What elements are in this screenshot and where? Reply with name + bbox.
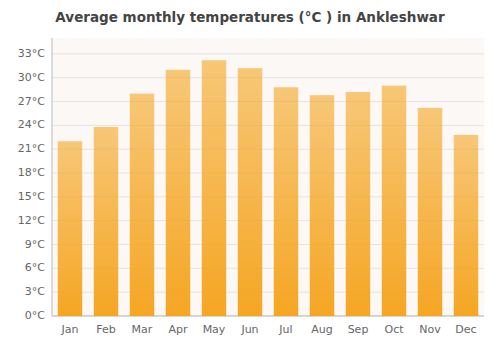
bar xyxy=(274,87,298,316)
x-tick-label: May xyxy=(203,323,226,336)
bar xyxy=(310,95,334,316)
x-tick-label: Aug xyxy=(311,323,332,336)
y-tick-label: 33°C xyxy=(18,47,45,60)
y-tick-label: 15°C xyxy=(18,190,45,203)
chart-svg: 0°C 3°C 6°C 9°C 12°C 15°C 18°C 21°C 24°C 27°C 30°C… xyxy=(0,0,500,350)
grid-line xyxy=(52,77,484,78)
x-tick-label: Jan xyxy=(61,323,79,336)
x-tick-label: Jun xyxy=(240,323,258,336)
bar xyxy=(166,70,190,316)
grid xyxy=(52,54,484,316)
page: {"chart_data": {"type": "bar", "title": … xyxy=(0,0,500,350)
y-tick-label: 30°C xyxy=(18,71,45,84)
x-axis-ticks: Jan Feb Mar Apr May Jun Jul Aug Sep Oct Nov Dec xyxy=(61,323,477,336)
y-tick-label: 24°C xyxy=(18,118,45,131)
x-tick-label: Jul xyxy=(278,323,292,336)
y-tick-label: 6°C xyxy=(25,261,45,274)
y-tick-label: 12°C xyxy=(18,214,45,227)
y-tick-label: 9°C xyxy=(25,238,45,251)
y-tick-label: 3°C xyxy=(25,285,45,298)
x-tick-label: Apr xyxy=(168,323,188,336)
x-tick-label: Sep xyxy=(348,323,369,336)
bar xyxy=(382,86,406,316)
bar xyxy=(94,127,118,316)
bar xyxy=(202,60,226,316)
bar xyxy=(346,92,370,316)
bar xyxy=(130,94,154,316)
y-axis-ticks: 0°C 3°C 6°C 9°C 12°C 15°C 18°C 21°C 24°C 27°C 30°C… xyxy=(18,47,45,322)
bar xyxy=(454,135,478,316)
y-tick-label: 27°C xyxy=(18,95,45,108)
y-tick-label: 21°C xyxy=(18,142,45,155)
chart-title: Average monthly temperatures (°C ) in An… xyxy=(55,9,445,25)
x-tick-label: Nov xyxy=(419,323,441,336)
x-tick-label: Dec xyxy=(455,323,476,336)
plot-background xyxy=(52,38,484,316)
grid-line xyxy=(52,101,484,102)
x-tick-label: Mar xyxy=(132,323,153,336)
bar xyxy=(418,108,442,316)
bar xyxy=(58,141,82,316)
y-tick-label: 18°C xyxy=(18,166,45,179)
x-tick-label: Oct xyxy=(384,323,404,336)
bar xyxy=(238,68,262,316)
chart-container: 0°C 3°C 6°C 9°C 12°C 15°C 18°C 21°C 24°C 27°C 30°C… xyxy=(0,0,500,350)
bars xyxy=(58,60,478,316)
grid-line xyxy=(52,53,484,54)
y-tick-label: 0°C xyxy=(25,309,45,322)
x-tick-label: Feb xyxy=(96,323,115,336)
y-axis-line xyxy=(52,38,53,316)
